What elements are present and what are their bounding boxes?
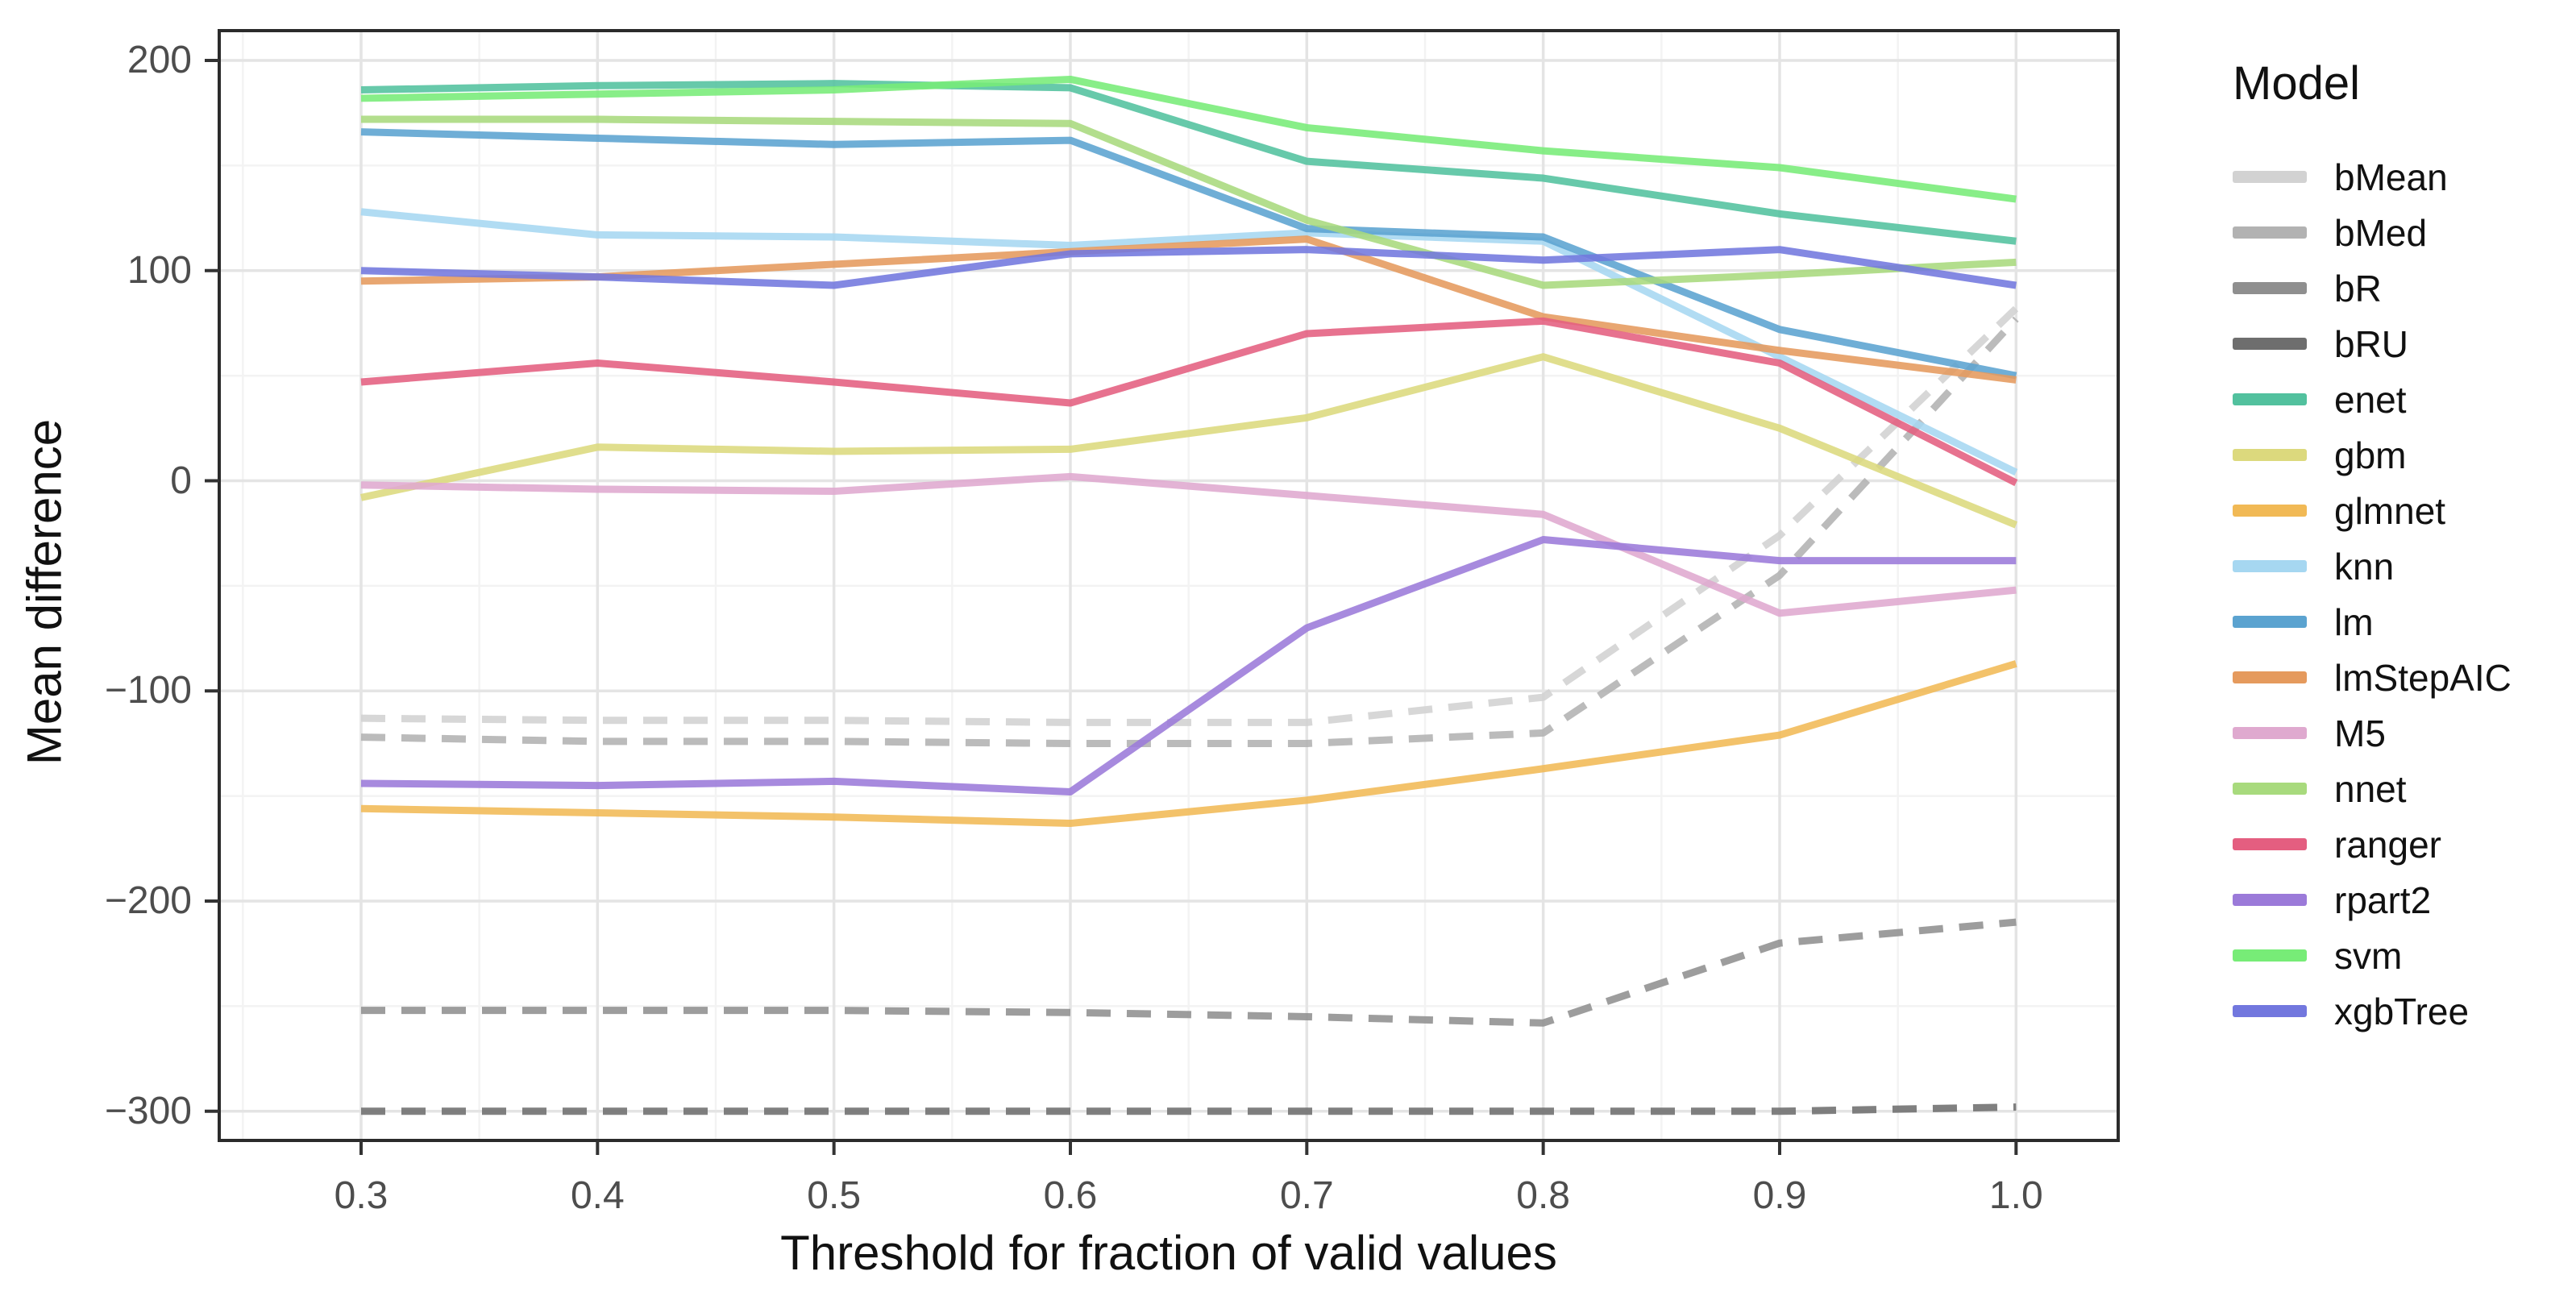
legend-key-icon [2233,449,2307,461]
series-line-ranger [360,317,2018,487]
legend-item-enet: enet [2233,372,2571,427]
legend-key-icon [2233,560,2307,572]
legend-label: lm [2334,600,2374,643]
y-tick-label: 200 [127,39,192,81]
series-line-bRU [361,1103,2017,1115]
legend-key-icon [2233,393,2307,405]
y-tick-label: −100 [104,669,192,712]
legend-label: ranger [2334,823,2441,866]
legend-label: bMean [2334,156,2448,198]
legend-label: lmStepAIC [2334,656,2512,699]
x-tick-label: 0.7 [1279,1174,1334,1217]
legend-key-icon [2233,671,2307,683]
series-line-knn [360,208,2018,476]
legend-item-ranger: ranger [2233,816,2571,872]
legend-key-icon [2233,949,2307,962]
legend-item-bMed: bMed [2233,205,2571,260]
legend-label: glmnet [2334,489,2446,532]
legend-label: xgbTree [2334,990,2470,1032]
y-tick-label: 0 [170,459,192,502]
panel-border [218,29,2120,1142]
legend-item-nnet: nnet [2233,761,2571,816]
y-tick-label: −300 [104,1089,192,1132]
legend-title: Model [2233,57,2360,110]
series-line-M5 [360,472,2017,617]
legend-label: svm [2334,934,2403,977]
legend-item-M5: M5 [2233,705,2571,761]
legend-item-bR: bR [2233,260,2571,316]
series-line-glmnet [360,660,2017,828]
x-tick-label: 0.9 [1752,1174,1807,1217]
series-line-xgbTree [360,246,2017,289]
x-tick-label: 0.8 [1516,1174,1570,1217]
legend-key-icon [2233,505,2307,517]
legend-item-bMean: bMean [2233,149,2571,205]
legend-key-icon [2233,226,2307,239]
legend-label: enet [2334,378,2407,421]
legend-key-icon [2233,338,2307,350]
series-line-bMed [360,316,2019,747]
legend-key-icon [2233,838,2307,850]
legend-key-icon [2233,282,2307,294]
y-tick-label: −200 [104,879,192,923]
x-axis-title: Threshold for fraction of valid values [780,1226,1557,1280]
y-axis-title: Mean difference [17,418,72,766]
legend-key-icon [2233,616,2307,628]
legend-label: M5 [2334,712,2386,754]
legend-item-glmnet: glmnet [2233,483,2571,538]
legend-item-svm: svm [2233,928,2571,983]
legend-item-lm: lm [2233,594,2571,650]
legend-items: bMean bMed bR bRU enet gbm glmnet knn lm lmStepAI… [2233,149,2571,1039]
legend-key-icon [2233,727,2307,739]
series-line-bMean [360,305,2019,726]
x-tick-label: 0.3 [334,1174,388,1217]
legend-label: knn [2334,545,2395,588]
legend-label: bR [2334,267,2382,309]
legend-key-icon [2233,894,2307,906]
x-tick-label: 0.5 [807,1174,862,1217]
legend-item-gbm: gbm [2233,427,2571,483]
series-line-rpart2 [360,536,2017,795]
x-tick-label: 1.0 [1988,1174,2043,1217]
x-tick-label: 0.4 [570,1174,625,1217]
legend-label: rpart2 [2334,879,2432,921]
legend-label: gbm [2334,434,2407,476]
series-line-bR [361,918,2017,1027]
legend-label: bRU [2334,322,2409,365]
legend-key-icon [2233,1005,2307,1017]
legend-key-icon [2233,783,2307,795]
legend-label: bMed [2334,211,2428,254]
legend-item-bRU: bRU [2233,316,2571,372]
legend-item-rpart2: rpart2 [2233,872,2571,928]
series-line-enet [360,80,2017,245]
legend-item-knn: knn [2233,538,2571,594]
legend-item-xgbTree: xgbTree [2233,983,2571,1039]
series-line-svm [360,75,2017,203]
legend-label: nnet [2334,767,2407,810]
legend: Model bMean bMed bR bRU enet gbm glmnet knn lm lm… [2233,56,2571,1039]
series-line-nnet [361,115,2017,289]
x-tick-label: 0.6 [1043,1174,1098,1217]
legend-key-icon [2233,171,2307,183]
series-line-gbm [360,353,2018,529]
legend-item-lmStepAIC: lmStepAIC [2233,650,2571,705]
series-line-lm [360,128,2017,380]
y-tick-label: 100 [127,248,192,292]
